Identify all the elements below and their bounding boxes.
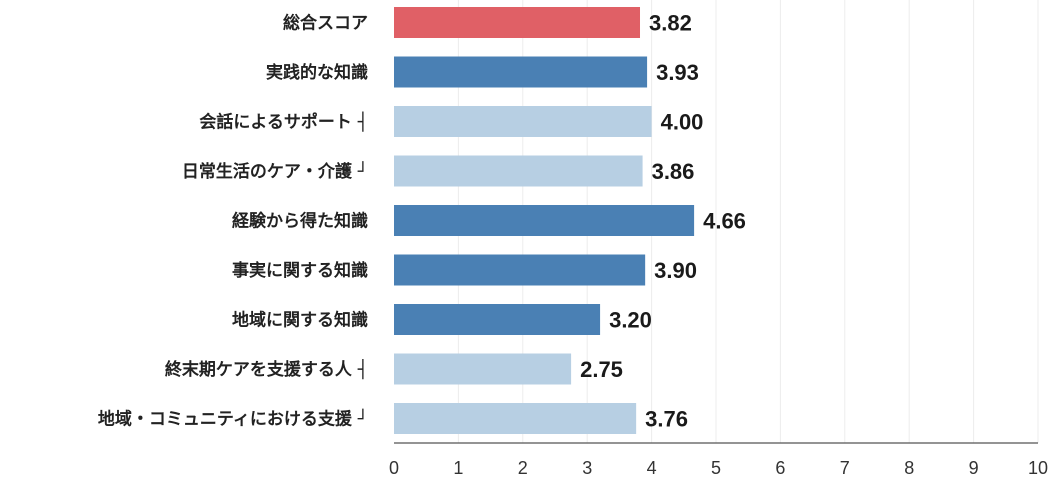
category-label: 地域に関する知識 (232, 310, 368, 331)
category-label: 総合スコア (283, 13, 368, 34)
category-label: 経験から得た知識 (232, 211, 368, 232)
bar (394, 7, 641, 38)
x-tick-label: 2 (518, 458, 528, 478)
value-label: 3.93 (656, 60, 699, 85)
bar (394, 56, 648, 88)
x-tick-label: 6 (775, 458, 785, 478)
value-label: 3.90 (654, 258, 697, 283)
bar (394, 304, 601, 335)
value-label: 3.82 (649, 11, 692, 36)
bar (394, 403, 637, 434)
x-tick-labels: 0 1 2 3 4 5 6 7 8 9 10 (389, 458, 1048, 478)
x-tick-label: 7 (840, 458, 850, 478)
value-label: 3.86 (652, 159, 695, 184)
category-label: 日常生活のケア・介護 ┘ (182, 161, 368, 182)
x-tick-label: 9 (969, 458, 979, 478)
bar (394, 205, 695, 236)
bar (394, 155, 643, 187)
x-tick-label: 10 (1028, 458, 1048, 478)
bar (394, 254, 646, 286)
value-labels: 3.82 3.93 4.00 3.86 4.663.903.20 2.75 3.76 (580, 11, 746, 432)
category-label: 会話によるサポート ┤ (199, 112, 368, 133)
category-label: 地域・コミュニティにおける支援 ┘ (98, 409, 368, 430)
x-tick-label: 4 (647, 458, 657, 478)
value-label: 3.20 (609, 308, 652, 333)
value-label: 2.75 (580, 357, 623, 382)
category-label: 終末期ケアを支援する人 ┤ (165, 359, 368, 380)
x-tick-label: 1 (453, 458, 463, 478)
value-label: 3.76 (645, 407, 688, 432)
bars (394, 7, 695, 434)
x-tick-label: 8 (904, 458, 914, 478)
category-label: 実践的な知識 (266, 62, 368, 83)
x-tick-label: 3 (582, 458, 592, 478)
value-label: 4.00 (661, 110, 704, 135)
bar (394, 353, 572, 385)
value-label: 4.66 (703, 209, 746, 234)
x-tick-label: 0 (389, 458, 399, 478)
x-tick-label: 5 (711, 458, 721, 478)
bar (394, 106, 652, 137)
category-label: 事実に関する知識 (232, 260, 368, 281)
